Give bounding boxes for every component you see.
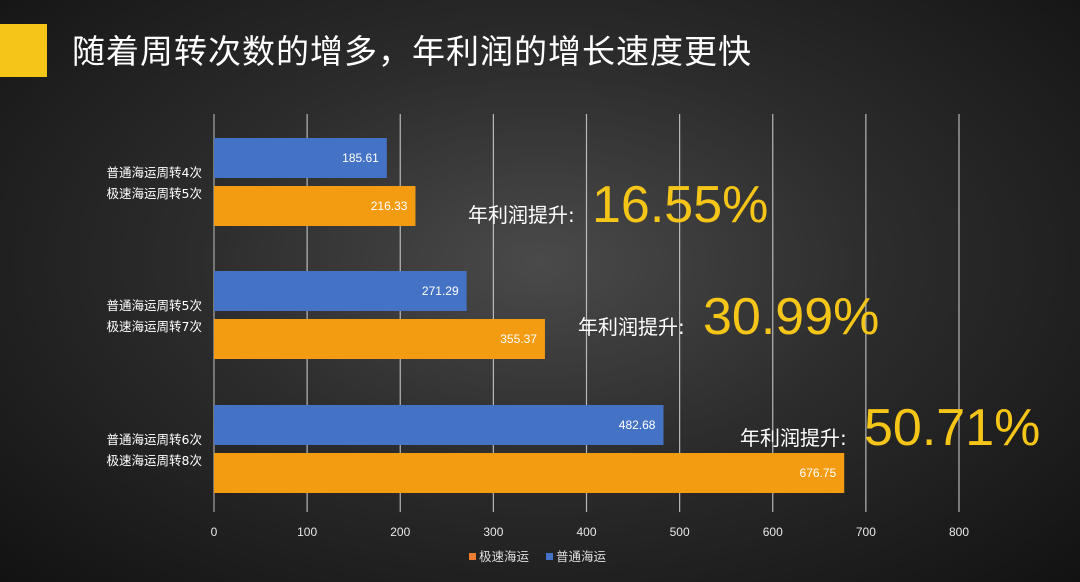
x-tick-label-200: 200	[390, 525, 410, 539]
annotation-prefix-1: 年利润提升:	[468, 203, 575, 227]
legend-label-2: 普通海运	[556, 549, 607, 564]
data-label-express-1: 216.33	[371, 199, 408, 213]
x-tick-label-700: 700	[856, 525, 876, 539]
x-tick-label-600: 600	[763, 525, 783, 539]
x-tick-label-400: 400	[576, 525, 596, 539]
category-label-1-line1: 普通海运周转4次	[107, 165, 202, 180]
bar-normal-3	[214, 405, 664, 445]
category-label-1-line2: 极速海运周转5次	[107, 186, 202, 201]
category-label-3-line2: 极速海运周转8次	[107, 453, 202, 468]
x-tick-label-500: 500	[670, 525, 690, 539]
bar-express-1	[214, 186, 416, 226]
category-label-3-line1: 普通海运周转6次	[107, 432, 202, 447]
category-label-2-line2: 极速海运周转7次	[107, 319, 202, 334]
bar-normal-1	[214, 138, 387, 178]
annotation-value-3: 50.71%	[864, 399, 1040, 457]
data-label-normal-3: 482.68	[619, 418, 656, 432]
annotation-value-1: 16.55%	[592, 176, 768, 234]
x-tick-label-800: 800	[949, 525, 969, 539]
category-label-2-line1: 普通海运周转5次	[107, 298, 202, 313]
data-label-express-2: 355.37	[500, 332, 537, 346]
x-tick-label-0: 0	[211, 525, 218, 539]
annotation-value-2: 30.99%	[703, 288, 879, 346]
legend-marker-2	[546, 553, 553, 560]
data-label-express-3: 676.75	[800, 466, 837, 480]
annotation-prefix-3: 年利润提升:	[740, 426, 847, 450]
annotation-prefix-2: 年利润提升:	[578, 315, 685, 339]
title-accent-block	[0, 24, 47, 77]
legend-marker-1	[469, 553, 476, 560]
x-tick-label-300: 300	[483, 525, 503, 539]
data-label-normal-2: 271.29	[422, 284, 459, 298]
page-title: 随着周转次数的增多，年利润的增长速度更快	[72, 32, 752, 71]
bar-normal-2	[214, 271, 467, 311]
bar-express-2	[214, 319, 545, 359]
data-label-normal-1: 185.61	[342, 151, 379, 165]
legend-label-1: 极速海运	[479, 549, 530, 564]
x-tick-label-100: 100	[297, 525, 317, 539]
bar-express-3	[214, 453, 845, 493]
